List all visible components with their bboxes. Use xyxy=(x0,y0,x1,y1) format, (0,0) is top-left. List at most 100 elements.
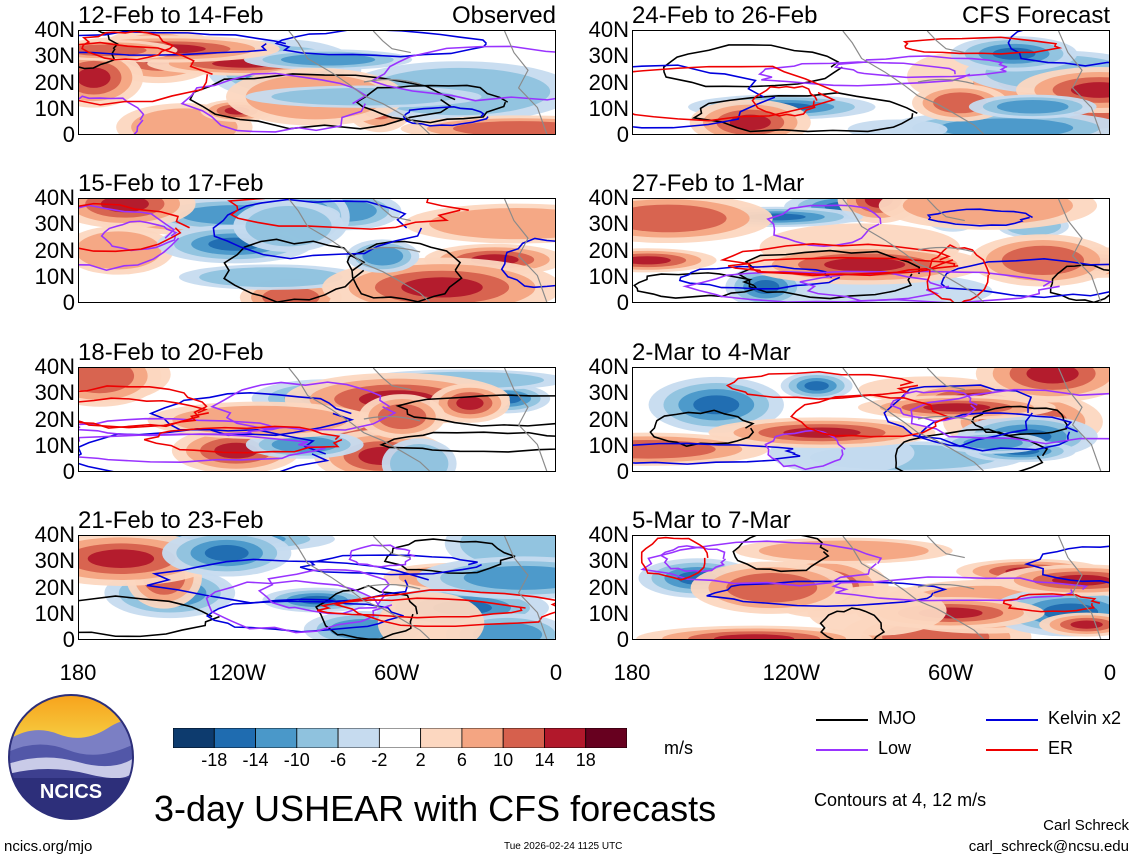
y-tick-label: 30N xyxy=(34,548,75,574)
panel-title: 24-Feb to 26-Feb xyxy=(632,2,818,29)
colorbar xyxy=(173,728,627,748)
contour-low xyxy=(766,204,882,247)
contour-er xyxy=(902,36,1063,55)
shear-anomaly-shading xyxy=(729,114,771,131)
footer-email[interactable]: carl_schreck@ncsu.edu xyxy=(968,838,1129,855)
y-tick-label: 20N xyxy=(588,574,629,600)
contour-er xyxy=(926,244,991,302)
shear-anomaly-shading xyxy=(1070,620,1103,629)
main-title: 3-day USHEAR with CFS forecasts xyxy=(154,788,717,829)
shear-anomaly-shading xyxy=(429,208,555,240)
y-tick-label: 40N xyxy=(34,185,75,210)
panel-title: 21-Feb to 23-Feb xyxy=(78,507,264,534)
y-tick-label: 0 xyxy=(616,122,629,147)
y-tick-label: 10N xyxy=(34,95,75,121)
x-tick-label: 120W xyxy=(208,660,267,685)
shear-anomaly-shading xyxy=(199,267,343,288)
shear-anomaly-shading xyxy=(693,395,740,415)
contour-mjo xyxy=(355,84,509,124)
y-tick-label: 30N xyxy=(34,380,75,406)
shear-anomaly-shading xyxy=(377,592,485,639)
contour-kelvin-x2 xyxy=(917,412,1078,452)
contour-mjo xyxy=(649,409,755,447)
contour-mjo xyxy=(395,394,555,427)
shear-anomaly-shading xyxy=(824,257,906,272)
legend-line-mjo xyxy=(816,719,868,721)
colorbar-tick-label: 14 xyxy=(534,750,555,770)
colorbar-swatch xyxy=(544,728,587,748)
contour-er xyxy=(727,256,959,276)
colorbar-swatch xyxy=(296,728,339,748)
y-tick-label: 10N xyxy=(34,263,75,289)
coastline xyxy=(288,536,548,639)
contour-er xyxy=(79,41,213,106)
shear-anomaly-shading xyxy=(726,573,818,603)
shear-map-panel xyxy=(632,367,1110,472)
contour-mjo xyxy=(1049,264,1109,302)
coastline xyxy=(842,199,1102,302)
footer-website[interactable]: ncics.org/mjo xyxy=(4,838,93,855)
contour-er xyxy=(1002,593,1101,613)
y-tick-label: 40N xyxy=(588,522,629,547)
shear-anomaly-shading xyxy=(633,204,727,233)
y-tick-label: 0 xyxy=(62,122,75,147)
shear-anomaly-shading xyxy=(1070,82,1109,98)
panel-title: 2-Mar to 4-Mar xyxy=(632,339,791,366)
shear-anomaly-shading xyxy=(996,99,1069,114)
contour-low xyxy=(889,390,978,422)
y-tick-label: 30N xyxy=(588,380,629,406)
contour-kelvin-x2 xyxy=(299,554,482,576)
y-tick-label: 20N xyxy=(34,69,75,95)
contour-er xyxy=(227,199,469,230)
panel-title: 18-Feb to 20-Feb xyxy=(78,339,264,366)
shear-map-panel xyxy=(78,367,556,472)
y-tick-label: 40N xyxy=(588,17,629,42)
y-tick-label: 0 xyxy=(62,290,75,315)
y-tick-label: 40N xyxy=(34,522,75,547)
y-tick-label: 0 xyxy=(616,459,629,484)
contour-low xyxy=(369,45,555,102)
contour-er xyxy=(79,385,208,429)
contour-kelvin-x2 xyxy=(633,64,776,129)
y-tick-label: 20N xyxy=(588,69,629,95)
observed-label: Observed xyxy=(451,2,556,29)
y-tick-label: 10N xyxy=(588,95,629,121)
contour-er xyxy=(640,536,709,581)
y-tick-label: 30N xyxy=(588,43,629,69)
contour-mjo xyxy=(383,538,516,574)
shear-anomaly-shading xyxy=(758,540,929,561)
y-tick-label: 20N xyxy=(34,237,75,263)
x-tick-label: 120W xyxy=(762,660,821,685)
colorbar-swatch xyxy=(255,728,298,748)
panel-title: 27-Feb to 1-Mar xyxy=(632,170,805,197)
y-tick-label: 30N xyxy=(588,211,629,237)
y-tick-label: 20N xyxy=(588,406,629,432)
colorbar-swatch xyxy=(378,728,422,748)
y-tick-label: 30N xyxy=(34,43,75,69)
shear-map-panel xyxy=(632,198,1110,303)
contour-mjo xyxy=(732,536,830,573)
shear-anomaly-shading xyxy=(262,286,320,302)
colorbar-tick-label: -14 xyxy=(242,750,269,770)
y-tick-label: 0 xyxy=(62,459,75,484)
coastline xyxy=(842,31,1102,134)
contour-er xyxy=(79,202,190,253)
contour-mjo xyxy=(346,240,463,302)
coastline xyxy=(842,536,1102,639)
shear-anomaly-shading xyxy=(938,118,1074,134)
contour-low xyxy=(210,381,397,431)
colorbar-swatch xyxy=(213,728,256,748)
x-tick-label: 180 xyxy=(59,660,97,685)
x-tick-label: 60W xyxy=(928,660,974,685)
y-tick-label: 10N xyxy=(588,432,629,458)
x-tick-label: 60W xyxy=(374,660,420,685)
y-tick-label: 40N xyxy=(34,354,75,379)
colorbar-tick-label: -18 xyxy=(201,750,228,770)
contour-kelvin-x2 xyxy=(706,580,948,608)
shear-map-panel xyxy=(78,30,556,135)
y-tick-label: 20N xyxy=(588,237,629,263)
coastline xyxy=(288,31,548,134)
panel-title: 15-Feb to 17-Feb xyxy=(78,170,264,197)
contour-mjo xyxy=(819,607,886,639)
shear-anomaly-shading xyxy=(204,545,249,562)
